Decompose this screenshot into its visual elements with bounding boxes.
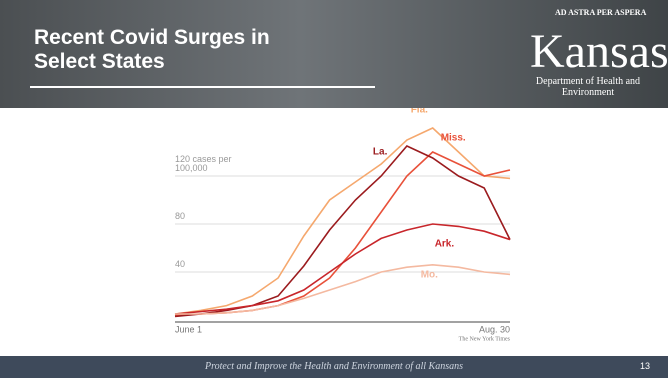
footer: Protect and Improve the Health and Envir…	[0, 356, 668, 378]
y-tick-label: 80	[175, 211, 186, 221]
page-number: 13	[639, 361, 650, 371]
logo-motto: AD ASTRA PER ASPERA	[555, 8, 647, 17]
header: Recent Covid Surges in Select States AD …	[0, 0, 668, 108]
x-tick-label: June 1	[175, 324, 202, 334]
slide-title: Recent Covid Surges in Select States	[34, 26, 270, 73]
footer-text: Protect and Improve the Health and Envir…	[204, 361, 464, 372]
series-label: La.	[373, 147, 388, 158]
series-line	[174, 145, 511, 318]
chart: June 1 Aug. 30 The New York Times Fla. Miss.…	[174, 105, 511, 342]
source: The New York Times	[459, 336, 511, 342]
series-label: Fla.	[411, 108, 428, 116]
logo-department: Department of Health and Environment	[535, 76, 641, 98]
y-tick-label: 40	[175, 259, 186, 269]
series-line	[175, 263, 511, 315]
title-rule	[30, 86, 375, 88]
series-label: Miss.	[441, 133, 466, 144]
y-tick-label: 120 cases per 100,000	[175, 154, 232, 173]
logo: Kansas	[530, 25, 668, 78]
series-label: Mo.	[421, 269, 438, 280]
series-label: Ark.	[435, 239, 455, 250]
x-tick-label: Aug. 30	[479, 324, 510, 334]
series-line	[174, 223, 511, 315]
series-line	[174, 127, 511, 315]
chart-area: June 1 Aug. 30 The New York Times Fla. Miss.…	[0, 105, 668, 361]
